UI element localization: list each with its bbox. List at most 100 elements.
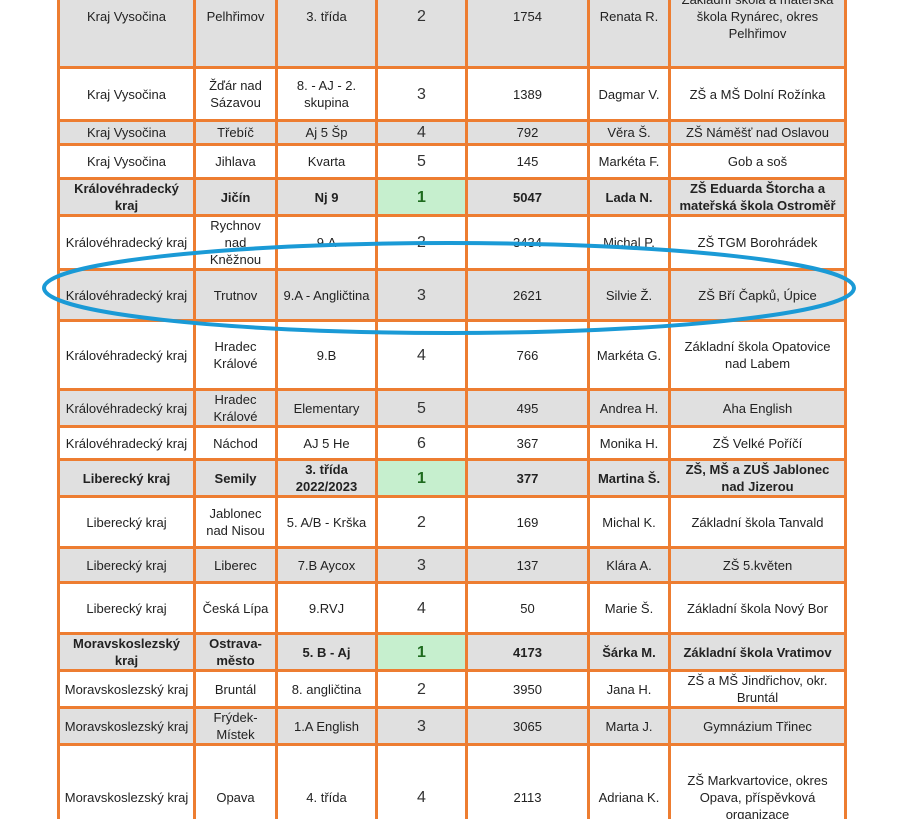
cell-class: 4. třída: [275, 743, 378, 819]
cell-district: Ostrava-město: [193, 632, 278, 672]
cell-rank: 3: [375, 706, 468, 746]
table-row: Moravskoslezský kraj Frýdek-Místek 1.A Eng…: [57, 706, 847, 746]
cell-region: Liberecký kraj: [57, 546, 196, 584]
cell-rank: 2: [375, 214, 468, 271]
cell-region: Moravskoslezský kraj: [57, 743, 196, 819]
cell-class: 7.B Aycox: [275, 546, 378, 584]
table-row: Kraj Vysočina Jihlava Kvarta 5 145 Markéta F.…: [57, 143, 847, 180]
cell-school: ZŠ a MŠ Dolní Rožínka: [668, 66, 847, 122]
cell-school: ZŠ a MŠ Jindřichov, okr. Bruntál: [668, 669, 847, 709]
cell-teacher: Klára A.: [587, 546, 671, 584]
table-row: Kraj Vysočina Pelhřimov 3. třída 2 1754 Renat…: [57, 0, 847, 69]
cell-region: Královéhradecký kraj: [57, 319, 196, 391]
cell-rank: 3: [375, 268, 468, 322]
cell-rank: 4: [375, 119, 468, 146]
cell-teacher: Šárka M.: [587, 632, 671, 672]
cell-points: 495: [465, 388, 590, 428]
cell-district: Žďár nad Sázavou: [193, 66, 278, 122]
table-row: Kraj Vysočina Žďár nad Sázavou 8. - AJ - 2…: [57, 66, 847, 122]
cell-school: ZŠ Markvartovice, okres Opava, příspěvko…: [668, 743, 847, 819]
cell-rank: 4: [375, 581, 468, 635]
table-row: Královéhradecký kraj Hradec Králové Elemen…: [57, 388, 847, 428]
cell-class: 8. - AJ - 2. skupina: [275, 66, 378, 122]
table-row: Liberecký kraj Česká Lípa 9.RVJ 4 50 Marie Š.…: [57, 581, 847, 635]
cell-school: Základní škola a mateřská škola Rynárec,…: [668, 0, 847, 69]
cell-class: 9.RVJ: [275, 581, 378, 635]
cell-teacher: Monika H.: [587, 425, 671, 461]
table-row: Královéhradecký kraj Trutnov 9.A - Angličt…: [57, 268, 847, 322]
cell-district: Hradec Králové: [193, 388, 278, 428]
cell-rank: 2: [375, 669, 468, 709]
cell-district: Hradec Králové: [193, 319, 278, 391]
cell-points: 1389: [465, 66, 590, 122]
cell-district: Semily: [193, 458, 278, 498]
cell-rank: 3: [375, 546, 468, 584]
cell-school: Základní škola Vratimov: [668, 632, 847, 672]
cell-district: Jihlava: [193, 143, 278, 180]
table-row: Královéhradecký kraj Rychnov nad Kněžnou 9…: [57, 214, 847, 271]
cell-points: 50: [465, 581, 590, 635]
cell-district: Jablonec nad Nisou: [193, 495, 278, 549]
cell-district: Náchod: [193, 425, 278, 461]
cell-school: ZŠ Náměšť nad Oslavou: [668, 119, 847, 146]
table-row: Kraj Vysočina Třebíč Aj 5 Šp 4 792 Věra Š. ZŠ …: [57, 119, 847, 146]
cell-school: Základní škola Tanvald: [668, 495, 847, 549]
cell-district: Frýdek-Místek: [193, 706, 278, 746]
cell-rank: 3: [375, 66, 468, 122]
cell-teacher: Věra Š.: [587, 119, 671, 146]
cell-teacher: Michal K.: [587, 495, 671, 549]
cell-region: Královéhradecký kraj: [57, 425, 196, 461]
cell-rank: 5: [375, 143, 468, 180]
cell-school: Gob a soš: [668, 143, 847, 180]
cell-points: 137: [465, 546, 590, 584]
cell-teacher: Markéta F.: [587, 143, 671, 180]
table-row: Moravskoslezský kraj Bruntál 8. angličtina…: [57, 669, 847, 709]
cell-school: ZŠ, MŠ a ZUŠ Jablonec nad Jizerou: [668, 458, 847, 498]
cell-class: Aj 5 Šp: [275, 119, 378, 146]
cell-points: 3065: [465, 706, 590, 746]
cell-points: 2113: [465, 743, 590, 819]
cell-school: ZŠ 5.květen: [668, 546, 847, 584]
cell-rank: 1: [375, 458, 468, 498]
cell-region: Královéhradecký kraj: [57, 214, 196, 271]
cell-class: 9.A - Angličtina: [275, 268, 378, 322]
cell-points: 766: [465, 319, 590, 391]
cell-class: 8. angličtina: [275, 669, 378, 709]
cell-class: 3. třída 2022/2023: [275, 458, 378, 498]
cell-points: 367: [465, 425, 590, 461]
cell-teacher: Silvie Ž.: [587, 268, 671, 322]
cell-teacher: Martina Š.: [587, 458, 671, 498]
cell-district: Třebíč: [193, 119, 278, 146]
cell-points: 2621: [465, 268, 590, 322]
cell-school: Aha English: [668, 388, 847, 428]
cell-region: Moravskoslezský kraj: [57, 669, 196, 709]
cell-district: Bruntál: [193, 669, 278, 709]
table-row: Královéhradecký kraj Náchod AJ 5 He 6 367 Mon…: [57, 425, 847, 461]
cell-teacher: Michal P.: [587, 214, 671, 271]
cell-rank: 2: [375, 495, 468, 549]
cell-school: ZŠ Bří Čapků, Úpice: [668, 268, 847, 322]
cell-class: AJ 5 He: [275, 425, 378, 461]
cell-rank: 4: [375, 743, 468, 819]
cell-region: Liberecký kraj: [57, 581, 196, 635]
cell-rank: 5: [375, 388, 468, 428]
cell-region: Liberecký kraj: [57, 458, 196, 498]
cell-teacher: Jana H.: [587, 669, 671, 709]
cell-teacher: Dagmar V.: [587, 66, 671, 122]
cell-rank: 1: [375, 632, 468, 672]
cell-rank: 6: [375, 425, 468, 461]
cell-school: ZŠ Eduarda Štorcha a mateřská škola Ostr…: [668, 177, 847, 217]
table-row: Královéhradecký kraj Jičín Nj 9 1 5047 Lada N…: [57, 177, 847, 217]
cell-region: Kraj Vysočina: [57, 0, 196, 69]
cell-region: Kraj Vysočina: [57, 143, 196, 180]
cell-class: 5. B - Aj: [275, 632, 378, 672]
results-table: Kraj Vysočina Pelhřimov 3. třída 2 1754 Renat…: [57, 0, 847, 819]
table-row: Liberecký kraj Semily 3. třída 2022/2023 1 3…: [57, 458, 847, 498]
cell-district: Opava: [193, 743, 278, 819]
cell-points: 1754: [465, 0, 590, 69]
cell-district: Trutnov: [193, 268, 278, 322]
cell-region: Kraj Vysočina: [57, 119, 196, 146]
cell-points: 4173: [465, 632, 590, 672]
cell-teacher: Andrea H.: [587, 388, 671, 428]
cell-points: 5047: [465, 177, 590, 217]
